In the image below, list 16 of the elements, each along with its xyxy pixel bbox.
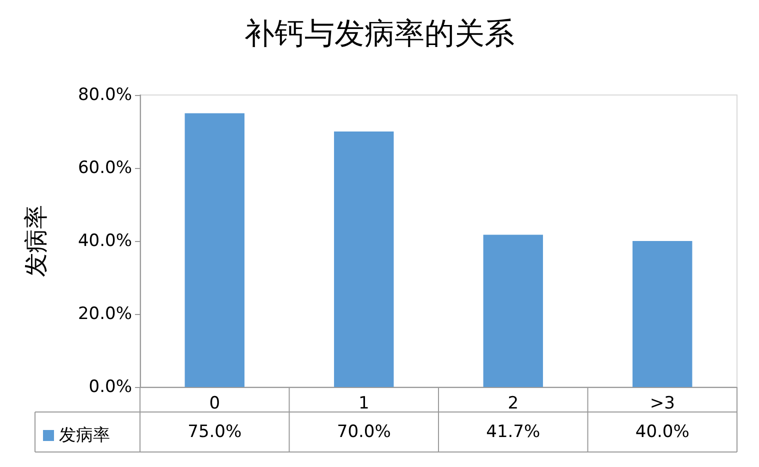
x-tick-label: 1 [358,394,370,414]
chart-title: 补钙与发病率的关系 [244,16,514,52]
y-tick-label: 0.0% [88,377,132,397]
text: 40.0% [635,422,690,442]
y-axis-title: 发病率 [22,205,50,277]
text: 75.0% [188,422,242,442]
x-tick-label: 0 [209,394,220,414]
x-tick-label: >3 [650,394,675,414]
legend-label: 发病率 [59,426,110,446]
text: 70.0% [336,422,391,442]
x-tick-label: 2 [508,394,519,414]
y-tick-label: 40.0% [78,231,132,251]
y-tick-label: 20.0% [78,304,132,324]
y-tick-label: 60.0% [78,158,132,178]
y-tick-label: 80.0% [78,85,132,105]
text: 41.7% [486,422,540,442]
